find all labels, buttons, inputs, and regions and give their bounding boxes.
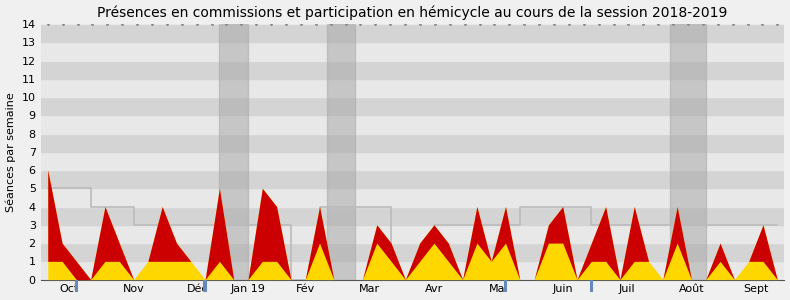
- Bar: [40, 79, 784, 97]
- Bar: [589, 280, 593, 292]
- Bar: [40, 115, 784, 134]
- Bar: [40, 243, 784, 261]
- Title: Présences en commissions et participation en hémicycle au cours de la session 20: Présences en commissions et participatio…: [97, 6, 728, 20]
- Bar: [40, 170, 784, 188]
- Bar: [40, 6, 784, 24]
- Bar: [74, 280, 78, 292]
- Bar: [40, 97, 784, 115]
- Bar: [40, 225, 784, 243]
- Bar: [40, 134, 784, 152]
- Bar: [40, 188, 784, 207]
- Bar: [327, 24, 356, 280]
- Bar: [40, 152, 784, 170]
- Bar: [220, 24, 248, 280]
- Bar: [670, 24, 705, 280]
- Bar: [40, 42, 784, 61]
- Bar: [40, 24, 784, 42]
- Bar: [203, 280, 207, 292]
- Y-axis label: Séances par semaine: Séances par semaine: [6, 92, 16, 212]
- Bar: [40, 61, 784, 79]
- Bar: [40, 261, 784, 280]
- Bar: [504, 280, 507, 292]
- Bar: [40, 207, 784, 225]
